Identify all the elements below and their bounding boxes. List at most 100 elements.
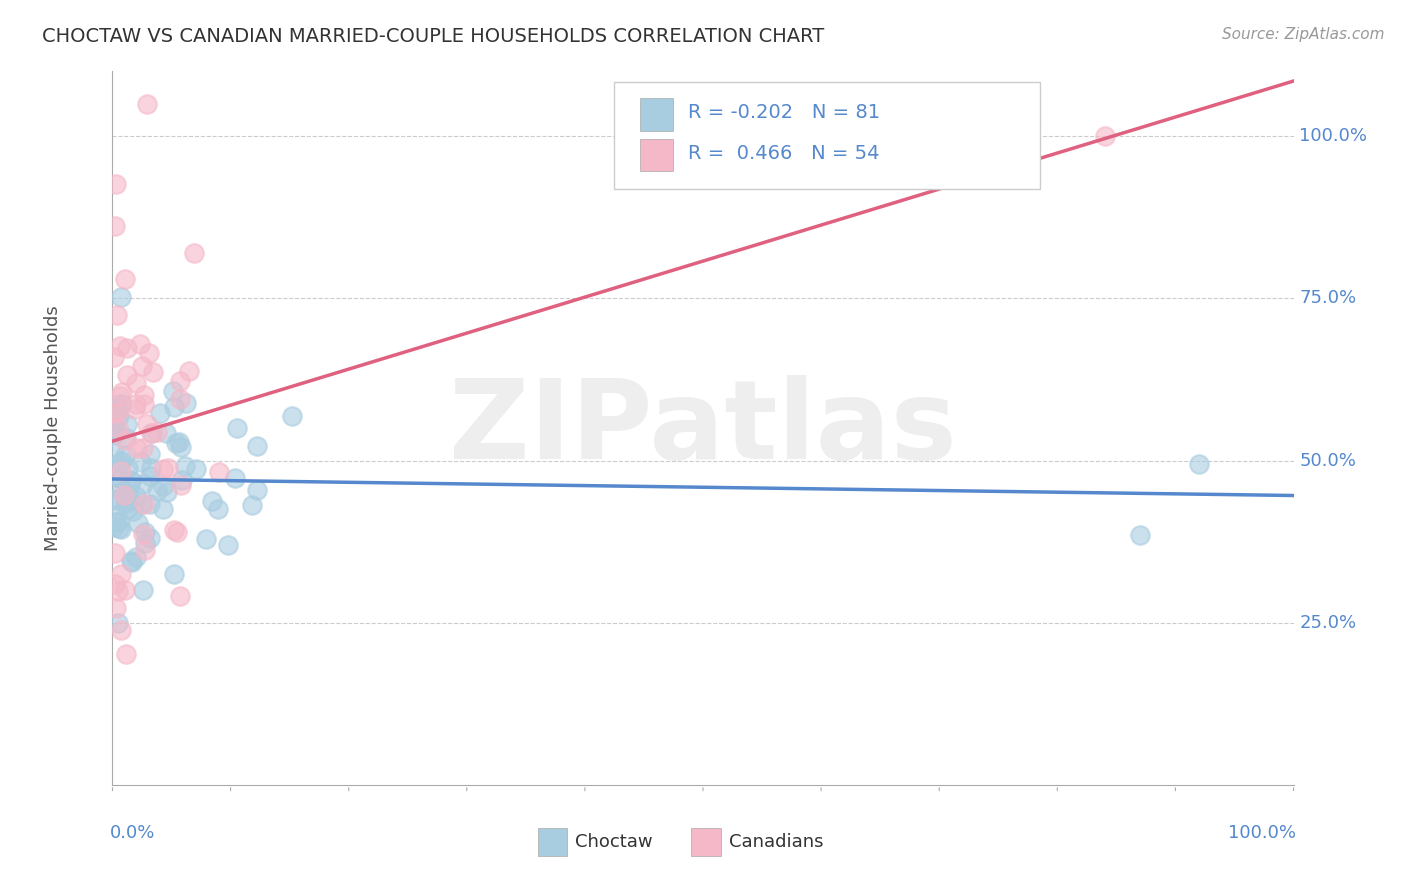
Point: [108, 409, 131, 423]
Text: 100.0%: 100.0%: [1227, 824, 1296, 842]
Point: [103, 409, 125, 424]
Point: [103, 446, 125, 460]
Point: [124, 401, 146, 416]
Point: [125, 376, 148, 391]
Point: [104, 219, 127, 234]
Point: [1188, 457, 1211, 471]
Bar: [640, 98, 673, 130]
Text: 100.0%: 100.0%: [1299, 128, 1368, 145]
Point: [121, 504, 143, 518]
Point: [162, 401, 184, 415]
Point: [177, 364, 200, 378]
Point: [107, 420, 129, 434]
Point: [127, 441, 149, 455]
Text: 75.0%: 75.0%: [1299, 289, 1357, 308]
Point: [217, 538, 239, 552]
Point: [176, 396, 198, 410]
Point: [103, 419, 125, 434]
Point: [117, 494, 139, 508]
Point: [184, 461, 207, 475]
Point: [207, 502, 229, 516]
Point: [139, 460, 162, 475]
Point: [157, 461, 180, 475]
Point: [152, 462, 174, 476]
Point: [105, 491, 128, 506]
Point: [104, 398, 127, 412]
Point: [107, 583, 129, 598]
Point: [110, 623, 132, 637]
Point: [134, 497, 156, 511]
Point: [169, 478, 191, 492]
Point: [105, 178, 128, 192]
Point: [125, 397, 148, 411]
Point: [104, 600, 127, 615]
Point: [125, 489, 148, 503]
Point: [132, 477, 155, 491]
Point: [104, 576, 127, 591]
Point: [134, 536, 156, 550]
Point: [194, 532, 217, 546]
Bar: [537, 828, 567, 856]
Point: [105, 308, 128, 322]
Point: [132, 583, 155, 598]
Point: [136, 96, 159, 111]
Point: [107, 615, 129, 630]
Point: [169, 374, 191, 388]
Point: [107, 471, 129, 485]
Point: [149, 406, 172, 420]
Point: [131, 359, 153, 373]
Point: [111, 397, 134, 411]
Point: [115, 417, 138, 431]
Point: [125, 550, 148, 565]
Point: [112, 487, 135, 501]
Point: [120, 473, 142, 487]
Text: ZIPatlas: ZIPatlas: [449, 375, 957, 482]
Point: [225, 421, 247, 435]
Point: [131, 497, 153, 511]
Point: [139, 497, 162, 511]
Point: [169, 589, 191, 603]
Point: [201, 494, 224, 508]
Point: [107, 404, 129, 418]
Point: [110, 464, 132, 478]
Point: [129, 336, 152, 351]
Point: [105, 508, 128, 522]
Point: [138, 346, 160, 360]
Point: [141, 425, 163, 440]
Point: [208, 465, 231, 479]
Point: [103, 351, 125, 365]
Point: [115, 431, 138, 445]
Point: [111, 483, 134, 498]
Point: [152, 479, 174, 493]
Point: [170, 440, 193, 454]
Point: [110, 290, 132, 304]
Point: [120, 474, 142, 488]
Point: [129, 455, 152, 469]
Point: [165, 436, 187, 450]
Text: Choctaw: Choctaw: [575, 833, 652, 851]
Point: [163, 566, 186, 581]
Text: 25.0%: 25.0%: [1299, 614, 1357, 632]
Point: [1094, 129, 1116, 144]
Point: [110, 385, 132, 400]
Point: [110, 522, 132, 536]
Point: [115, 647, 138, 661]
Point: [108, 455, 131, 469]
Point: [132, 442, 155, 456]
Point: [110, 389, 132, 403]
Point: [132, 388, 155, 402]
Point: [114, 448, 136, 462]
Point: [246, 483, 269, 497]
Text: 50.0%: 50.0%: [1299, 451, 1357, 469]
Point: [134, 524, 156, 539]
Point: [138, 447, 160, 461]
Point: [114, 583, 136, 598]
Point: [155, 425, 177, 440]
Point: [108, 521, 131, 535]
Point: [107, 514, 129, 528]
Point: [115, 501, 138, 516]
Point: [110, 566, 132, 581]
Point: [139, 469, 162, 483]
Point: [114, 495, 136, 509]
Point: [121, 555, 143, 569]
